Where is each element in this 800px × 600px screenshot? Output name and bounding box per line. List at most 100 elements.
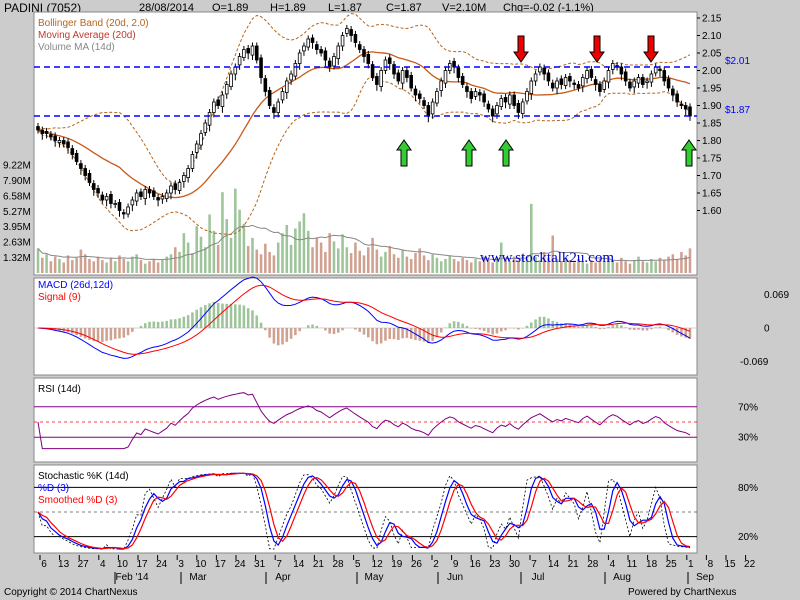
macd-histogram-bar — [251, 310, 254, 328]
candle-body — [117, 202, 122, 211]
volume-bar — [131, 256, 134, 273]
candle-body — [576, 84, 581, 89]
volume-bar — [448, 255, 452, 273]
macd-histogram-bar — [495, 328, 499, 334]
macd-histogram-bar — [139, 325, 143, 328]
x-day-label: 4 — [100, 559, 106, 570]
candle-body — [422, 100, 426, 106]
buy-arrow — [396, 139, 412, 167]
candle-body — [683, 105, 688, 110]
candle-body — [555, 80, 559, 89]
macd-histogram-bar — [560, 323, 563, 328]
volume-bar — [457, 261, 460, 273]
x-day-label: 28 — [587, 559, 599, 570]
macd-histogram-bar — [615, 324, 619, 328]
macd-histogram-bar — [392, 328, 396, 340]
volume-bar — [624, 261, 627, 273]
legend-stoch-sd: Smoothed %D (3) — [38, 495, 118, 506]
volume-bar — [491, 262, 494, 273]
candle-body — [542, 67, 546, 75]
macd-histogram-bar — [255, 315, 259, 328]
volume-bar — [208, 214, 211, 273]
candle-body — [36, 126, 40, 131]
volume-bar — [568, 260, 572, 273]
volume-tick-label: 5.27M — [3, 207, 31, 218]
x-month-label: Apr — [275, 572, 291, 583]
price-tick-label: 1.65 — [702, 189, 722, 200]
candle-body — [194, 143, 199, 153]
volume-bar — [414, 253, 417, 273]
volume-bar — [362, 255, 366, 273]
candle-body — [229, 73, 233, 88]
macd-histogram-bar — [358, 328, 361, 332]
x-day-label: 27 — [78, 559, 90, 570]
legend-ma: Moving Average (20d) — [38, 30, 136, 41]
macd-histogram-bar — [88, 328, 91, 340]
candle-body — [263, 78, 268, 92]
candle-body — [306, 38, 311, 48]
volume-bar — [169, 254, 173, 273]
candle-body — [533, 73, 538, 82]
powered-by: Powered by ChartNexus — [628, 587, 737, 598]
candle-body — [143, 189, 148, 199]
macd-histogram-bar — [289, 328, 293, 339]
macd-histogram-bar — [499, 328, 503, 332]
macd-histogram-bar — [105, 328, 108, 341]
volume-bar — [684, 255, 687, 273]
candle-body — [490, 108, 495, 117]
candle-body — [580, 77, 585, 87]
volume-bar — [358, 250, 361, 273]
candle-body — [623, 71, 628, 82]
volume-bar — [345, 247, 349, 273]
volume-bar — [105, 262, 108, 273]
volume-bar — [92, 261, 96, 273]
candle-body — [289, 73, 293, 81]
volume-bar — [409, 258, 413, 273]
volume-bar — [62, 262, 66, 273]
macd-histogram-bar — [538, 316, 542, 328]
volume-bar — [658, 257, 662, 273]
x-day-label: 12 — [372, 559, 384, 570]
macd-panel — [33, 277, 698, 376]
volume-bar — [637, 256, 640, 273]
candle-body — [649, 73, 654, 83]
macd-histogram-bar — [658, 326, 662, 328]
macd-histogram-bar — [109, 328, 113, 341]
x-day-label: 26 — [411, 559, 423, 570]
volume-tick-label: 9.22M — [3, 160, 31, 171]
macd-histogram-bar — [504, 328, 507, 331]
buy-arrow — [681, 139, 697, 167]
candle-body — [529, 80, 534, 95]
volume-bar — [504, 258, 507, 273]
candle-body — [589, 69, 594, 78]
candle-body — [370, 64, 375, 78]
volume-bar — [53, 256, 57, 273]
macd-histogram-bar — [461, 323, 464, 328]
candle-body — [349, 29, 353, 36]
macd-histogram-bar — [165, 320, 168, 328]
x-day-label: 28 — [332, 559, 344, 570]
macd-histogram-bar — [101, 328, 104, 343]
macd-histogram-bar — [148, 321, 151, 328]
candle-body — [495, 105, 499, 115]
volume-bar — [139, 260, 143, 273]
macd-histogram-bar — [594, 326, 597, 328]
high-price: H=1.89 — [270, 2, 306, 14]
macd-histogram-bar — [632, 328, 636, 331]
volume-bar — [585, 263, 589, 273]
candle-body — [134, 192, 139, 202]
candle-body — [70, 148, 75, 155]
macd-histogram-bar — [435, 328, 439, 338]
candle-body — [465, 86, 469, 92]
volume-bar — [641, 261, 645, 273]
macd-histogram-bar — [83, 328, 87, 339]
macd-histogram-bar — [418, 328, 422, 341]
candle-body — [417, 93, 422, 99]
volume: V=2.10M — [442, 2, 487, 14]
x-day-label: 1 — [688, 559, 694, 570]
volume-bar — [255, 249, 259, 273]
candle-body — [199, 133, 203, 146]
volume-bar — [530, 203, 533, 273]
macd-histogram-bar — [178, 318, 181, 328]
candle-body — [679, 103, 684, 106]
